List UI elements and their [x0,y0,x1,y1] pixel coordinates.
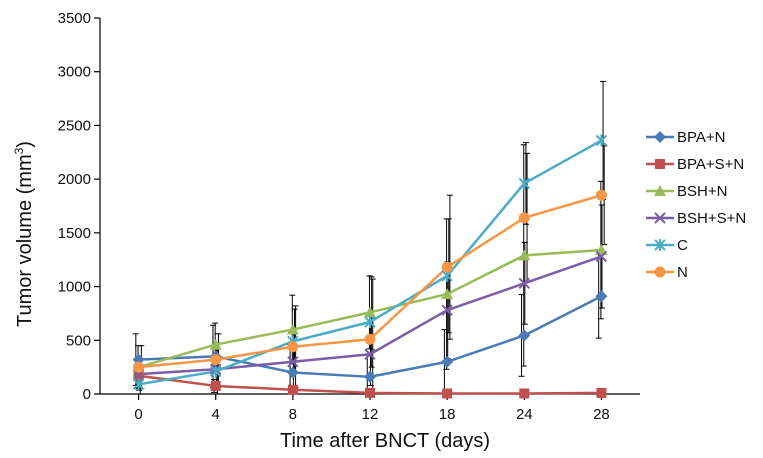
x-tick-label: 4 [212,406,220,423]
y-tick-label: 1000 [58,279,91,296]
y-tick-label: 3500 [58,10,91,27]
data-point-bpa-n [286,366,299,379]
data-point-bpa-s-n [596,387,607,398]
data-point-n [133,361,145,373]
data-point-n [441,261,453,273]
series-markers [132,134,608,399]
y-tick-label: 3000 [58,64,91,81]
y-tick-label: 2000 [58,171,91,188]
tick-labels: 0 500 1000 1500 2000 2500 3000 3500 0 4 8 12 18 24 28 [58,10,610,423]
data-point-bpa-s-n [365,387,375,398]
data-point-c [132,378,145,391]
x-tick-label: 0 [134,406,142,423]
x-tick-label: 12 [362,406,379,423]
data-point-bsh-n [209,338,222,350]
legend-label-bsh-s-n: BSH+S+N [677,210,746,227]
data-point-bsh-s-n [364,348,376,360]
data-point-n [595,189,607,201]
legend-marker-c [654,239,666,251]
data-point-bsh-n [441,288,454,300]
data-point-c [210,365,222,378]
data-point-bpa-s-n [287,384,298,395]
legend-label-bpa-s-n: BPA+S+N [677,156,744,173]
data-point-bpa-n [364,370,376,383]
y-axis-title: Tumor volume (mm3) [12,141,36,327]
data-point-bpa-n [518,329,531,342]
data-point-bsh-s-n [518,277,530,290]
data-point-bpa-s-n [133,370,144,381]
legend-marker-n [654,266,666,278]
x-axis-title: Time after BNCT (days) [280,430,490,452]
legend-marker-bsh-s-n [654,212,666,224]
y-axis-title-end: ) [14,141,36,148]
x-tick-label: 18 [439,406,456,423]
data-point-bpa-s-n [442,388,453,399]
data-point-bsh-n [518,249,531,261]
data-point-bsh-s-n [287,356,299,368]
data-point-bpa-n [441,355,454,368]
y-tick-label: 500 [66,332,91,349]
data-point-bpa-s-n [210,380,221,391]
legend-label-n: N [677,264,688,281]
legend-marker-bpa-n [654,131,666,143]
data-point-c [595,134,608,147]
data-point-c [518,177,530,190]
y-tick-label: 2500 [58,117,91,134]
legend: BPA+N BPA+S+N BSH+N BSH+S+N CN [646,129,746,281]
data-point-bsh-s-n [595,250,608,263]
data-point-bsh-s-n [441,304,453,316]
data-point-n [287,341,299,353]
data-point-n [364,333,376,345]
data-point-c [364,316,376,329]
data-point-bsh-n [286,323,299,335]
y-tick-label: 1500 [58,225,91,242]
legend-label-c: C [677,237,688,254]
data-point-bpa-n [595,290,608,303]
legend-label-bpa-n: BPA+N [677,129,726,146]
data-point-bpa-s-n [519,388,530,399]
y-axis-title-sup: 3 [12,147,26,154]
y-tick-label: 0 [83,386,91,403]
legend-marker-bsh-n [654,185,666,196]
legend-label-bsh-n: BSH+N [677,183,727,200]
data-point-bsh-n [364,306,376,318]
data-point-n [518,212,530,224]
x-tick-label: 28 [593,406,610,423]
y-axis-title-main: Tumor volume (mm [14,154,36,327]
data-point-n [210,354,222,366]
legend-marker-bpa-s-n [655,159,665,169]
x-tick-label: 8 [289,406,297,423]
x-tick-label: 24 [516,406,533,423]
